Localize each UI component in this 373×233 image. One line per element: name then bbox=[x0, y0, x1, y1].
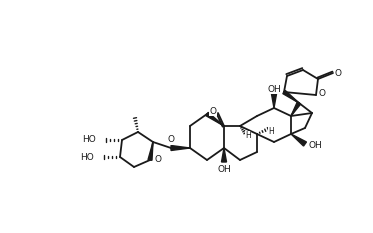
Polygon shape bbox=[272, 94, 276, 108]
Polygon shape bbox=[283, 90, 299, 103]
Polygon shape bbox=[148, 142, 153, 160]
Text: OH: OH bbox=[308, 141, 322, 151]
Polygon shape bbox=[222, 148, 226, 162]
Text: O: O bbox=[167, 136, 175, 144]
Text: O: O bbox=[210, 106, 216, 116]
Text: HO: HO bbox=[82, 136, 96, 144]
Text: OH: OH bbox=[217, 164, 231, 174]
Text: O: O bbox=[335, 69, 342, 78]
Text: O: O bbox=[154, 154, 162, 164]
Polygon shape bbox=[206, 112, 224, 126]
Polygon shape bbox=[291, 134, 307, 146]
Polygon shape bbox=[171, 145, 190, 151]
Polygon shape bbox=[291, 102, 301, 116]
Text: O: O bbox=[319, 89, 326, 99]
Text: OH: OH bbox=[267, 85, 281, 93]
Text: H: H bbox=[268, 127, 274, 136]
Text: H: H bbox=[245, 131, 251, 140]
Text: HO: HO bbox=[80, 153, 94, 161]
